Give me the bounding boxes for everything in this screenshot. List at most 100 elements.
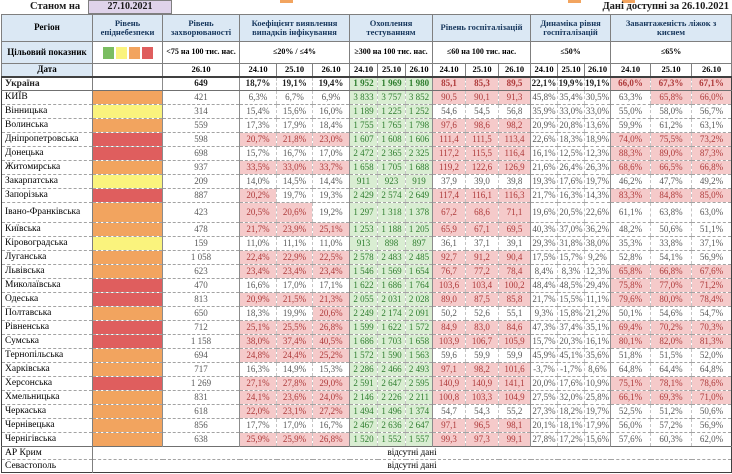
oxygen-bed-value: 77,0% <box>650 278 692 293</box>
testing-coverage-value: 1 297 <box>349 202 378 223</box>
detection-coef-value: 17,7% <box>239 418 277 433</box>
testing-coverage-value: 3 833 <box>349 90 378 105</box>
testing-coverage-value: 1 205 <box>405 222 433 237</box>
testing-coverage-value: 2 483 <box>377 250 406 265</box>
group-header: Динаміка рівня госпіталізацій <box>530 14 612 42</box>
detection-coef-value: 11,0% <box>311 236 350 251</box>
detection-coef-value: 25,2% <box>311 348 350 363</box>
region-name: АР Крим <box>1 446 93 460</box>
hospitalization-dynamics-value: 27,8% <box>530 432 558 447</box>
detection-coef-value: 19,1% <box>276 75 313 91</box>
level-swatch <box>92 306 163 321</box>
detection-coef-value: 25,9% <box>239 432 277 447</box>
hospitalization-value: 99,1 <box>498 432 531 447</box>
testing-coverage-value: 2 647 <box>377 376 406 391</box>
testing-coverage-value: 1 952 <box>349 75 378 91</box>
testing-coverage-value: 1 599 <box>349 320 378 335</box>
detection-coef-value: 17,1% <box>311 278 350 293</box>
region-name: Закарпатська <box>1 174 93 189</box>
testing-coverage-value: 2 636 <box>377 418 406 433</box>
detection-coef-value: 23,9% <box>276 222 313 237</box>
hospitalization-dynamics-value: 21,7% <box>530 292 558 307</box>
hospitalization-dynamics-value: 26,3% <box>584 160 611 175</box>
detection-coef-value: 21,8% <box>276 132 313 147</box>
detection-coef-value: 23,4% <box>276 264 313 279</box>
detection-coef-value: 20,6% <box>276 202 313 223</box>
target-value: ≤65% <box>610 41 732 64</box>
level-swatch <box>92 432 163 447</box>
hospitalization-value: 52,6 <box>465 306 499 321</box>
report-topbar: Станом на 27.10.2021 Дані доступні за 26… <box>0 0 732 14</box>
detection-coef-value: 24,0% <box>311 390 350 405</box>
region-name: Донецька <box>1 146 93 161</box>
oxygen-bed-value: 52,5% <box>610 404 651 419</box>
hospitalization-dynamics-value: 35,1% <box>584 320 611 335</box>
region-name: Запорізька <box>1 188 93 203</box>
detection-coef-value: 24,4% <box>276 348 313 363</box>
oxygen-bed-value: 66,0% <box>610 75 651 91</box>
region-name: Чернігівська <box>1 432 93 447</box>
hospitalization-dynamics-value: 12,5% <box>557 146 585 161</box>
hospitalization-value: 117,4 <box>432 188 466 203</box>
hospitalization-value: 98,2 <box>498 118 531 133</box>
oxygen-bed-value: 57,2% <box>650 418 692 433</box>
oxygen-bed-value: 63,8% <box>650 202 692 223</box>
hospitalization-dynamics-value: 18,2% <box>557 404 585 419</box>
hospitalization-dynamics-value: 27,3% <box>530 404 558 419</box>
top-cutoff-marker <box>622 0 635 3</box>
date-cell: 24.10 <box>610 63 652 77</box>
oxygen-bed-value: 55,0% <box>610 104 651 119</box>
detection-coef-value: 14,0% <box>239 174 277 189</box>
region-name: Вінницька <box>1 104 93 119</box>
testing-coverage-value: 911 <box>349 174 378 189</box>
table-row: Чернівецька 856 17,7% 17,0% 16,7% 2 467 2 636 2… <box>1 418 732 433</box>
date-cell: 24.10 <box>239 63 277 77</box>
oxygen-bed-value: 48,2% <box>610 222 651 237</box>
region-name: КИЇВ <box>1 90 93 105</box>
hospitalization-value: 85,8 <box>498 292 531 307</box>
testing-coverage-value: 1 703 <box>377 334 406 349</box>
region-name: Київська <box>1 222 93 237</box>
date-cell: 26.10 <box>311 63 351 77</box>
hospitalization-dynamics-value: 29,3% <box>530 236 558 251</box>
oxygen-bed-value: 56,9% <box>691 418 732 433</box>
level-swatch <box>92 264 163 279</box>
oxygen-bed-value: 52,8% <box>610 250 651 265</box>
oxygen-bed-value: 51,1% <box>691 222 732 237</box>
covid-indicators-table: Регіон Рівень епіднебезпеки Рівень захворю… <box>1 14 732 473</box>
incidence-value: 423 <box>162 202 240 223</box>
testing-coverage-value: 1 188 <box>377 222 406 237</box>
date-cell: 24.10 <box>349 63 379 77</box>
hospitalization-value: 55,1 <box>498 306 531 321</box>
oxygen-bed-value: 78,4% <box>691 292 732 307</box>
detection-coef-value: 27,2% <box>311 404 350 419</box>
hospitalization-dynamics-value: 17,9% <box>584 418 611 433</box>
testing-coverage-value: 2 466 <box>377 362 406 377</box>
hospitalization-dynamics-value: 15,5% <box>557 292 585 307</box>
hospitalization-dynamics-value: 20,9% <box>530 118 558 133</box>
oxygen-bed-value: 65,8% <box>610 264 651 279</box>
hospitalization-dynamics-value: -1,7% <box>557 362 585 377</box>
hospitalization-value: 68,6 <box>465 202 499 223</box>
testing-coverage-value: 1 705 <box>377 160 406 175</box>
table-row: Рівненська 712 25,1% 25,5% 26,8% 1 599 1 622 1 … <box>1 320 732 335</box>
table-row: Сумська 1 158 38,0% 37,4% 40,5% 1 686 1 703 1 6… <box>1 334 732 349</box>
oxygen-bed-value: 66,8% <box>691 160 732 175</box>
oxygen-bed-value: 47,7% <box>650 174 692 189</box>
testing-coverage-value: 2 595 <box>405 376 433 391</box>
detection-coef-value: 25,1% <box>311 222 350 237</box>
oxygen-bed-value: 67,1% <box>691 75 732 91</box>
oxygen-bed-value: 57,6% <box>610 432 651 447</box>
oxygen-bed-value: 35,3% <box>610 236 651 251</box>
hospitalization-dynamics-value: 20,0% <box>530 376 558 391</box>
testing-coverage-value: 1 764 <box>405 278 433 293</box>
table-row: Дніпропетровська 598 20,7% 21,8% 23,0% 1 607 1… <box>1 132 732 147</box>
detection-coef-value: 16,7% <box>276 146 313 161</box>
detection-coef-value: 33,5% <box>239 160 277 175</box>
top-cutoff-marker <box>280 0 293 3</box>
region-name: Україна <box>1 75 93 91</box>
date-cell: 25.10 <box>465 63 500 77</box>
detection-coef-value: 27,8% <box>276 376 313 391</box>
testing-coverage-value: 1 607 <box>349 132 378 147</box>
testing-coverage-value: 1 252 <box>405 104 433 119</box>
